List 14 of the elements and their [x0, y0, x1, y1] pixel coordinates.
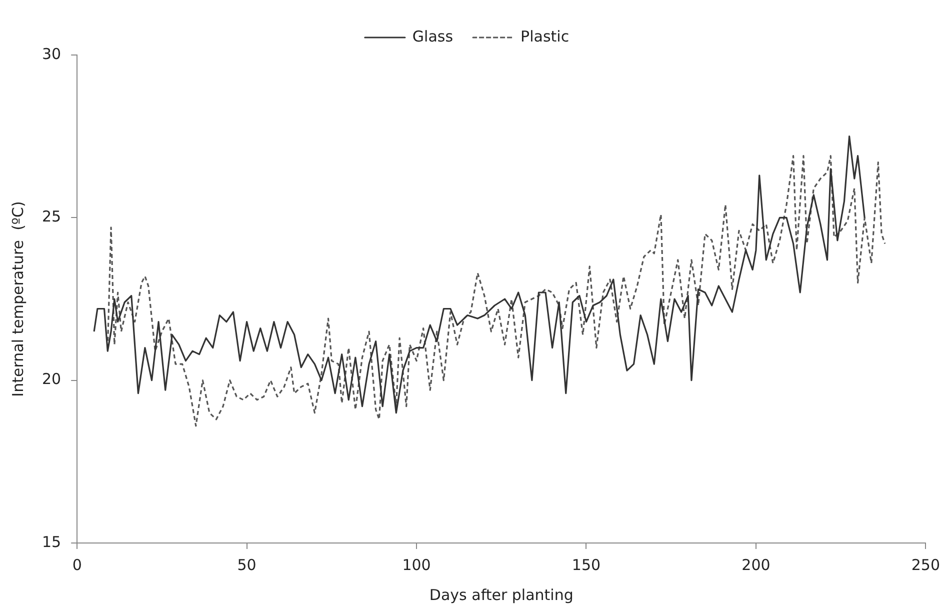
y-tick-label: 25	[42, 208, 62, 226]
x-tick-label: 50	[237, 556, 256, 574]
x-axis-title: Days after planting	[429, 586, 574, 604]
legend-label: Glass	[412, 27, 454, 46]
y-axis-title: Internal temperature (ºC)	[8, 201, 27, 397]
y-tick-label: 30	[42, 44, 62, 63]
x-tick-label: 100	[402, 556, 431, 574]
x-tick-label: 200	[742, 556, 770, 574]
x-tick-label: 150	[572, 556, 601, 574]
x-tick-label: 0	[72, 556, 82, 574]
y-tick-label: 15	[42, 532, 62, 551]
legend-label: Plastic	[520, 27, 570, 46]
y-tick-label: 20	[42, 370, 62, 388]
x-tick-label: 250	[911, 556, 940, 574]
